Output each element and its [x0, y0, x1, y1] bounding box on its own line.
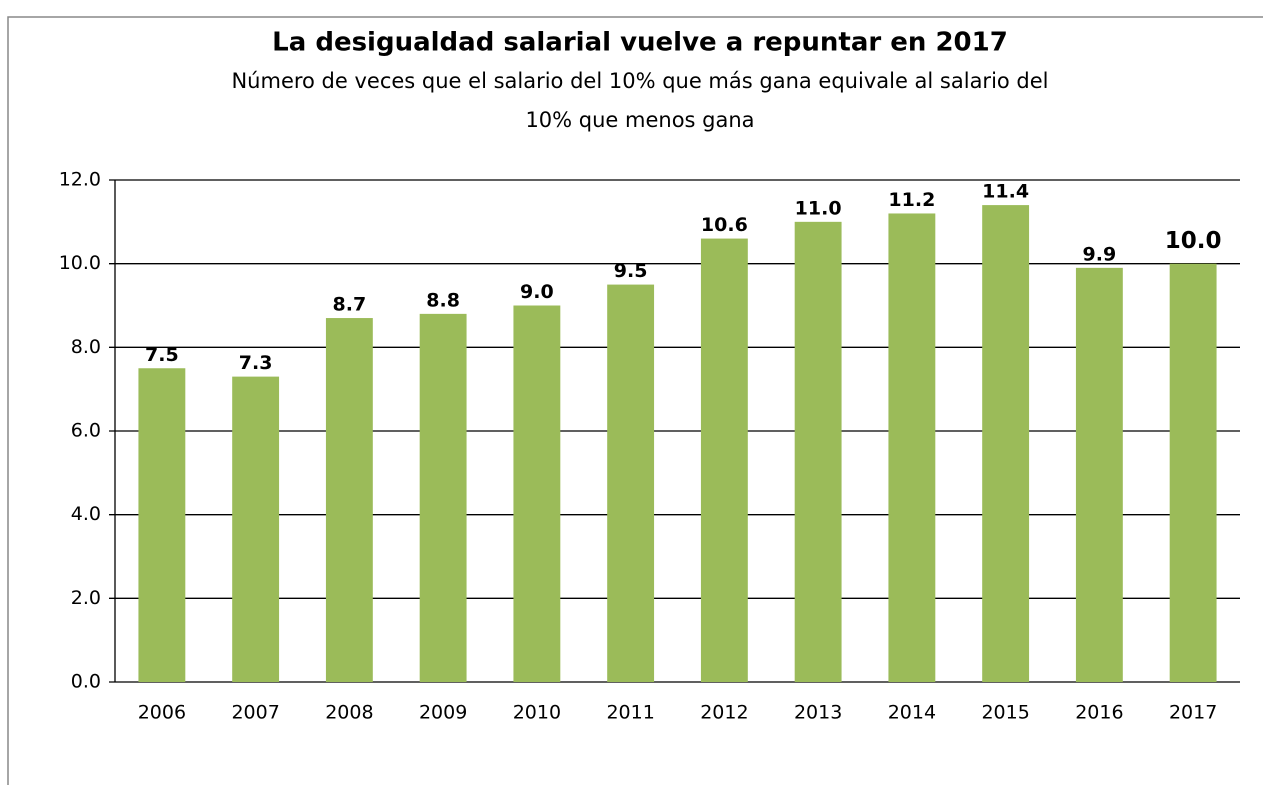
x-tick-label: 2012	[700, 702, 748, 724]
bar	[794, 221, 842, 683]
chart-subtitle: 10% que menos gana	[525, 108, 754, 132]
bar	[513, 305, 561, 682]
bar	[607, 284, 655, 682]
y-tick-label: 2.0	[71, 587, 101, 609]
bar	[1169, 263, 1217, 682]
y-tick-label: 10.0	[59, 252, 101, 274]
y-tick-label: 4.0	[71, 503, 101, 525]
data-label: 9.9	[1083, 243, 1117, 265]
x-tick-label: 2011	[606, 702, 654, 724]
x-tick-label: 2007	[231, 702, 279, 724]
x-tick-label: 2008	[325, 702, 373, 724]
data-label: 10.6	[701, 214, 748, 236]
bar	[419, 313, 467, 682]
data-label: 7.5	[145, 344, 179, 366]
x-tick-label: 2014	[888, 702, 936, 724]
y-tick-label: 12.0	[59, 169, 101, 191]
bar	[700, 238, 748, 683]
bar	[232, 376, 280, 682]
data-label: 10.0	[1165, 228, 1222, 254]
data-label: 8.8	[426, 289, 460, 311]
chart-subtitle: Número de veces que el salario del 10% q…	[231, 69, 1048, 93]
bar	[888, 213, 936, 682]
data-label: 11.2	[888, 189, 935, 211]
bar	[138, 368, 186, 682]
bar	[1075, 267, 1123, 682]
chart-title: La desigualdad salarial vuelve a repunta…	[272, 28, 1008, 58]
x-tick-label: 2016	[1075, 702, 1123, 724]
bar	[982, 205, 1030, 682]
x-tick-label: 2017	[1169, 702, 1217, 724]
x-tick-label: 2010	[513, 702, 561, 724]
y-tick-label: 0.0	[71, 671, 101, 693]
x-tick-label: 2009	[419, 702, 467, 724]
data-label: 11.4	[982, 181, 1029, 203]
bar	[325, 318, 373, 682]
y-tick-label: 6.0	[71, 420, 101, 442]
data-label: 11.0	[795, 197, 842, 219]
y-tick-label: 8.0	[71, 336, 101, 358]
data-label: 7.3	[239, 352, 273, 374]
x-tick-label: 2015	[981, 702, 1029, 724]
data-label: 9.0	[520, 281, 554, 303]
data-label: 8.7	[333, 294, 367, 316]
data-label: 9.5	[614, 260, 648, 282]
x-tick-label: 2006	[138, 702, 186, 724]
data-label-background	[1160, 228, 1226, 255]
x-tick-label: 2013	[794, 702, 842, 724]
